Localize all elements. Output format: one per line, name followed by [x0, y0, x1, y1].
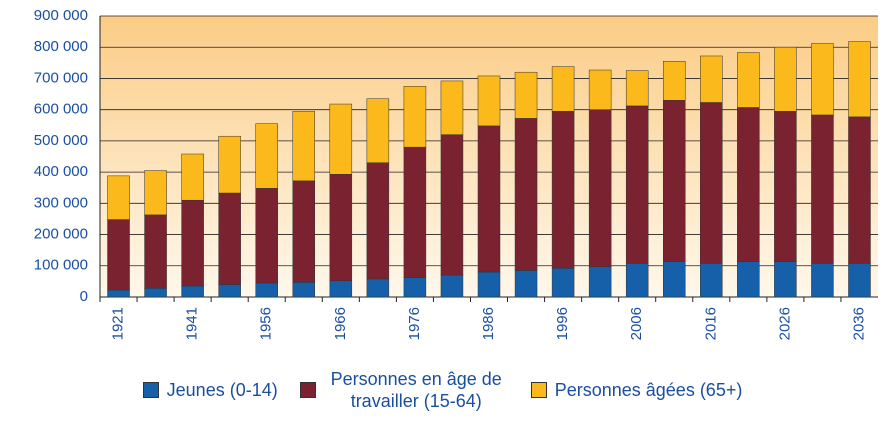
bar-segment [737, 261, 760, 298]
bar-segment [144, 288, 167, 298]
x-tick-label: 1941 [184, 307, 201, 340]
bar-segment [774, 110, 797, 262]
bar-segment [255, 188, 278, 284]
bar-segment [366, 278, 390, 298]
y-tick-label: 200 000 [34, 226, 88, 243]
legend-item: Personnes âgées (65+) [530, 379, 743, 401]
bar-segment [477, 125, 501, 273]
bar-segment [329, 280, 353, 298]
legend-swatch [299, 382, 316, 398]
bar-segment [514, 118, 538, 271]
y-tick-label: 300 000 [34, 194, 88, 211]
bar-segment [107, 219, 130, 291]
bar-segment [255, 282, 278, 298]
x-tick-label: 1976 [406, 307, 423, 340]
y-tick-label: 600 000 [34, 101, 88, 118]
bar-segment [218, 135, 241, 194]
y-tick-label: 800 000 [34, 38, 88, 55]
bar-segment [774, 261, 797, 298]
bar-segment [848, 263, 871, 298]
bar-segment [292, 180, 316, 283]
y-tick-label: 900 000 [34, 7, 88, 24]
x-tick-label: 2006 [628, 307, 645, 340]
bar-segment [737, 107, 760, 262]
bar-segment [107, 175, 130, 220]
x-tick-label: 1996 [554, 307, 571, 340]
legend: Jeunes (0-14) Personnes en âge de travail… [0, 368, 885, 412]
bar-segment [292, 282, 316, 298]
bar-segment [588, 69, 612, 110]
bar-segment [218, 284, 241, 298]
bar-segment [440, 134, 464, 276]
legend-label: Jeunes (0-14) [166, 379, 278, 400]
x-tick-label: 2026 [776, 307, 793, 340]
legend-item: Jeunes (0-14) [142, 379, 278, 401]
bar-segment [329, 174, 353, 282]
legend-item: Personnes en âge de travailler (15-64) [299, 368, 509, 412]
x-tick-label: 2036 [850, 307, 867, 340]
bar-segment [588, 266, 612, 298]
bar-segment [181, 285, 204, 298]
bar-segment [588, 109, 612, 267]
bar-segment [514, 71, 538, 119]
y-tick-label: 0 [80, 288, 88, 305]
x-tick-label: 2016 [702, 307, 719, 340]
bar-segment [477, 271, 501, 298]
bar-segment [477, 75, 501, 127]
bar-segment [440, 80, 464, 135]
bar-segment [218, 192, 241, 285]
bar-segment [551, 110, 575, 269]
bar-segment [811, 114, 834, 264]
bar-segment [625, 263, 649, 298]
bar-segment [700, 102, 723, 264]
bar-segment [366, 98, 390, 163]
bar-segment [811, 43, 834, 116]
bar-segment [107, 289, 130, 298]
bar-segment [625, 70, 649, 107]
legend-label: Personnes âgées (65+) [554, 379, 743, 400]
bar-segment [700, 263, 723, 298]
bar-segment [662, 261, 686, 298]
bar-segment [662, 61, 686, 101]
bar-segment [848, 41, 871, 118]
bar-segment [403, 86, 427, 148]
legend-label: Personnes en âge de travailler (15-64) [330, 369, 502, 411]
x-tick-label: 1921 [109, 307, 126, 340]
bar-segment [403, 277, 427, 298]
bar-segment [366, 162, 390, 280]
bar-segment [848, 116, 871, 264]
bar-segment [440, 274, 464, 298]
chart: 0 100 000 200 000 300 000 400 000 500 000 600 … [34, 7, 878, 340]
bar-segment [514, 270, 538, 298]
y-tick-label: 100 000 [34, 257, 88, 274]
bar-segment [181, 153, 204, 201]
bar-segment [700, 55, 723, 103]
bar-segment [403, 146, 427, 278]
x-tick-label: 1986 [480, 307, 497, 340]
bar-segment [737, 52, 760, 108]
y-tick-label: 500 000 [34, 132, 88, 149]
legend-swatch [142, 382, 159, 398]
bar-segment [625, 105, 649, 264]
bar-segment [329, 103, 353, 175]
bar-segment [255, 123, 278, 189]
y-tick-label: 700 000 [34, 69, 88, 86]
bar-segment [551, 268, 575, 298]
x-tick-label: 1966 [332, 307, 349, 340]
bar-segment [144, 170, 167, 216]
x-tick-label: 1956 [258, 307, 275, 340]
bar-segment [662, 100, 686, 262]
bar-segment [292, 110, 316, 182]
legend-swatch [530, 382, 547, 398]
bar-segment [551, 66, 575, 112]
bar-segment [774, 46, 797, 112]
bar-segment [181, 199, 204, 287]
bar-segment [811, 263, 834, 298]
bar-segment [144, 214, 167, 289]
y-tick-label: 400 000 [34, 163, 88, 180]
